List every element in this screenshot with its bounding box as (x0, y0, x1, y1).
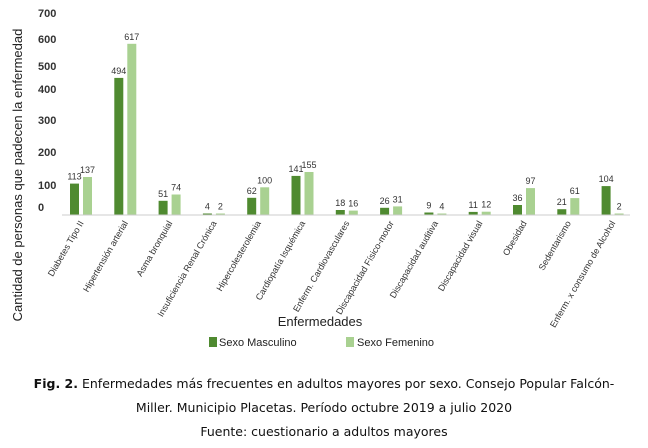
bar-femenino (614, 213, 624, 215)
y-tick-label: 400 (38, 84, 56, 96)
bar-femenino (260, 187, 270, 216)
data-label-masculino: 36 (512, 193, 522, 203)
bar-masculino (114, 77, 124, 216)
data-label-femenino: 137 (80, 165, 95, 175)
bar-femenino (348, 210, 358, 215)
bar-femenino (304, 172, 314, 215)
category-label: Asma bronquial (134, 219, 174, 278)
bar-masculino (513, 205, 522, 215)
bar-masculino (158, 200, 168, 215)
data-label-masculino: 4 (205, 202, 210, 212)
y-axis-title: Cantidad de personas que padecen la enfe… (10, 29, 25, 322)
data-label-femenino: 617 (124, 32, 139, 42)
category-label: Diabetes Tipo II (46, 219, 86, 278)
data-label-masculino: 18 (335, 198, 345, 208)
data-label-masculino: 11 (469, 200, 478, 210)
bars (70, 43, 624, 216)
data-label-masculino: 141 (288, 164, 303, 174)
data-label-femenino: 155 (301, 160, 316, 170)
data-label-masculino: 21 (557, 197, 567, 207)
data-label-masculino: 113 (67, 172, 81, 182)
bar-masculino (557, 209, 567, 215)
data-label-femenino: 2 (218, 202, 223, 212)
data-label-femenino: 100 (257, 175, 272, 185)
bar-femenino (171, 194, 181, 215)
bar-femenino (215, 213, 225, 215)
bar-masculino (424, 212, 434, 215)
y-tick-label: 600 (38, 34, 56, 46)
y-tick-label: 500 (38, 61, 56, 73)
data-label-femenino: 74 (171, 183, 181, 193)
category-label: Obesidad (501, 219, 529, 257)
data-label-masculino: 62 (247, 186, 257, 196)
y-tick-label: 100 (38, 180, 56, 192)
legend: Sexo Masculino Sexo Femenino (209, 337, 434, 349)
caption-figure-label: Fig. 2. (33, 376, 78, 391)
category-label: Hipertensión arterial (81, 219, 130, 294)
legend-swatch-femenino (346, 337, 354, 347)
y-tick-label: 0 (38, 202, 44, 214)
legend-label-masculino: Sexo Masculino (219, 337, 297, 349)
legend-swatch-masculino (209, 337, 217, 347)
data-label-masculino: 51 (158, 189, 168, 199)
bar-masculino (247, 197, 257, 215)
y-tick-label: 300 (38, 115, 56, 127)
bar-femenino (83, 177, 92, 215)
data-label-femenino: 61 (570, 186, 580, 196)
category-label: Hipercolesterolemia (214, 219, 262, 293)
category-label: Cardiopatía Isquémica (254, 219, 308, 302)
caption-line-1: Fig. 2. Enfermedades más frecuentes en a… (0, 372, 648, 396)
caption-line-2: Miller. Municipio Placetas. Período octu… (135, 400, 513, 415)
bar-masculino (335, 210, 345, 215)
category-label: Sedentarismo (537, 219, 573, 272)
y-tick-label: 700 (38, 8, 56, 20)
data-label-femenino: 97 (525, 176, 535, 186)
bar-masculino (291, 175, 301, 215)
x-axis-title: Enfermedades (278, 314, 363, 329)
data-label-femenino: 2 (617, 202, 622, 212)
data-label-masculino: 104 (599, 174, 614, 184)
category-label: Discapacidad visual (436, 219, 484, 293)
bar-femenino (437, 213, 447, 215)
data-label-masculino: 9 (426, 201, 431, 211)
caption-line-3: Fuente: cuestionario a adultos mayores (200, 424, 448, 439)
y-axis-ticks: 0 100 200 300 400 500 600 700 (38, 8, 56, 214)
bar-femenino (393, 206, 403, 215)
bar-femenino (570, 198, 580, 215)
data-label-femenino: 4 (439, 202, 444, 212)
data-label-femenino: 31 (393, 194, 403, 204)
bar-masculino (468, 211, 478, 215)
data-label-femenino: 16 (348, 199, 358, 209)
legend-label-femenino: Sexo Femenino (357, 337, 434, 349)
bar-femenino (127, 43, 137, 215)
bar-masculino (380, 207, 390, 215)
data-label-masculino: 494 (111, 66, 126, 76)
figure-caption: Fig. 2. Enfermedades más frecuentes en a… (0, 372, 648, 444)
bar-masculino (601, 186, 611, 215)
category-label: Discapacidad auditiva (388, 219, 440, 300)
bar-femenino (526, 188, 535, 215)
y-tick-label: 200 (38, 147, 56, 159)
bar-masculino (202, 213, 212, 215)
data-label-femenino: 12 (481, 200, 491, 210)
caption-text-1: Enfermedades más frecuentes en adultos m… (81, 376, 615, 391)
bar-femenino (481, 211, 491, 215)
data-label-masculino: 26 (380, 196, 390, 206)
bar-masculino (70, 183, 79, 215)
